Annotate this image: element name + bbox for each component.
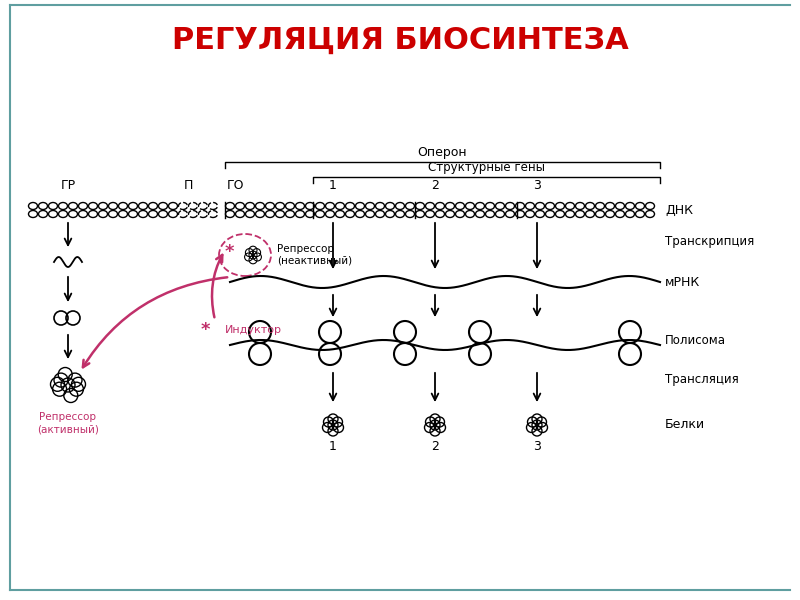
Text: 1: 1 — [329, 179, 337, 192]
Text: П: П — [183, 179, 193, 192]
Text: Трансляция: Трансляция — [665, 373, 738, 386]
Text: Структурные гены: Структурные гены — [428, 161, 545, 174]
Text: РЕГУЛЯЦИЯ БИОСИНТЕЗА: РЕГУЛЯЦИЯ БИОСИНТЕЗА — [172, 25, 628, 55]
Text: 3: 3 — [533, 179, 541, 192]
Text: *: * — [224, 243, 234, 261]
Text: Полисома: Полисома — [665, 334, 726, 346]
Text: мРНК: мРНК — [665, 275, 700, 289]
Text: Репрессор
(неактивный): Репрессор (неактивный) — [277, 244, 352, 266]
Text: ГО: ГО — [226, 179, 244, 192]
Text: ГР: ГР — [61, 179, 75, 192]
Text: Индуктор: Индуктор — [225, 325, 282, 335]
Text: 2: 2 — [431, 440, 439, 454]
Text: ДНК: ДНК — [665, 203, 693, 217]
Text: 3: 3 — [533, 440, 541, 454]
Text: Оперон: Оперон — [418, 146, 467, 159]
Text: 1: 1 — [329, 440, 337, 454]
Text: *: * — [200, 321, 210, 339]
Text: Белки: Белки — [665, 419, 705, 431]
Text: Транскрипция: Транскрипция — [665, 235, 754, 247]
Text: 2: 2 — [431, 179, 439, 192]
Text: Репрессор
(активный): Репрессор (активный) — [37, 412, 99, 434]
